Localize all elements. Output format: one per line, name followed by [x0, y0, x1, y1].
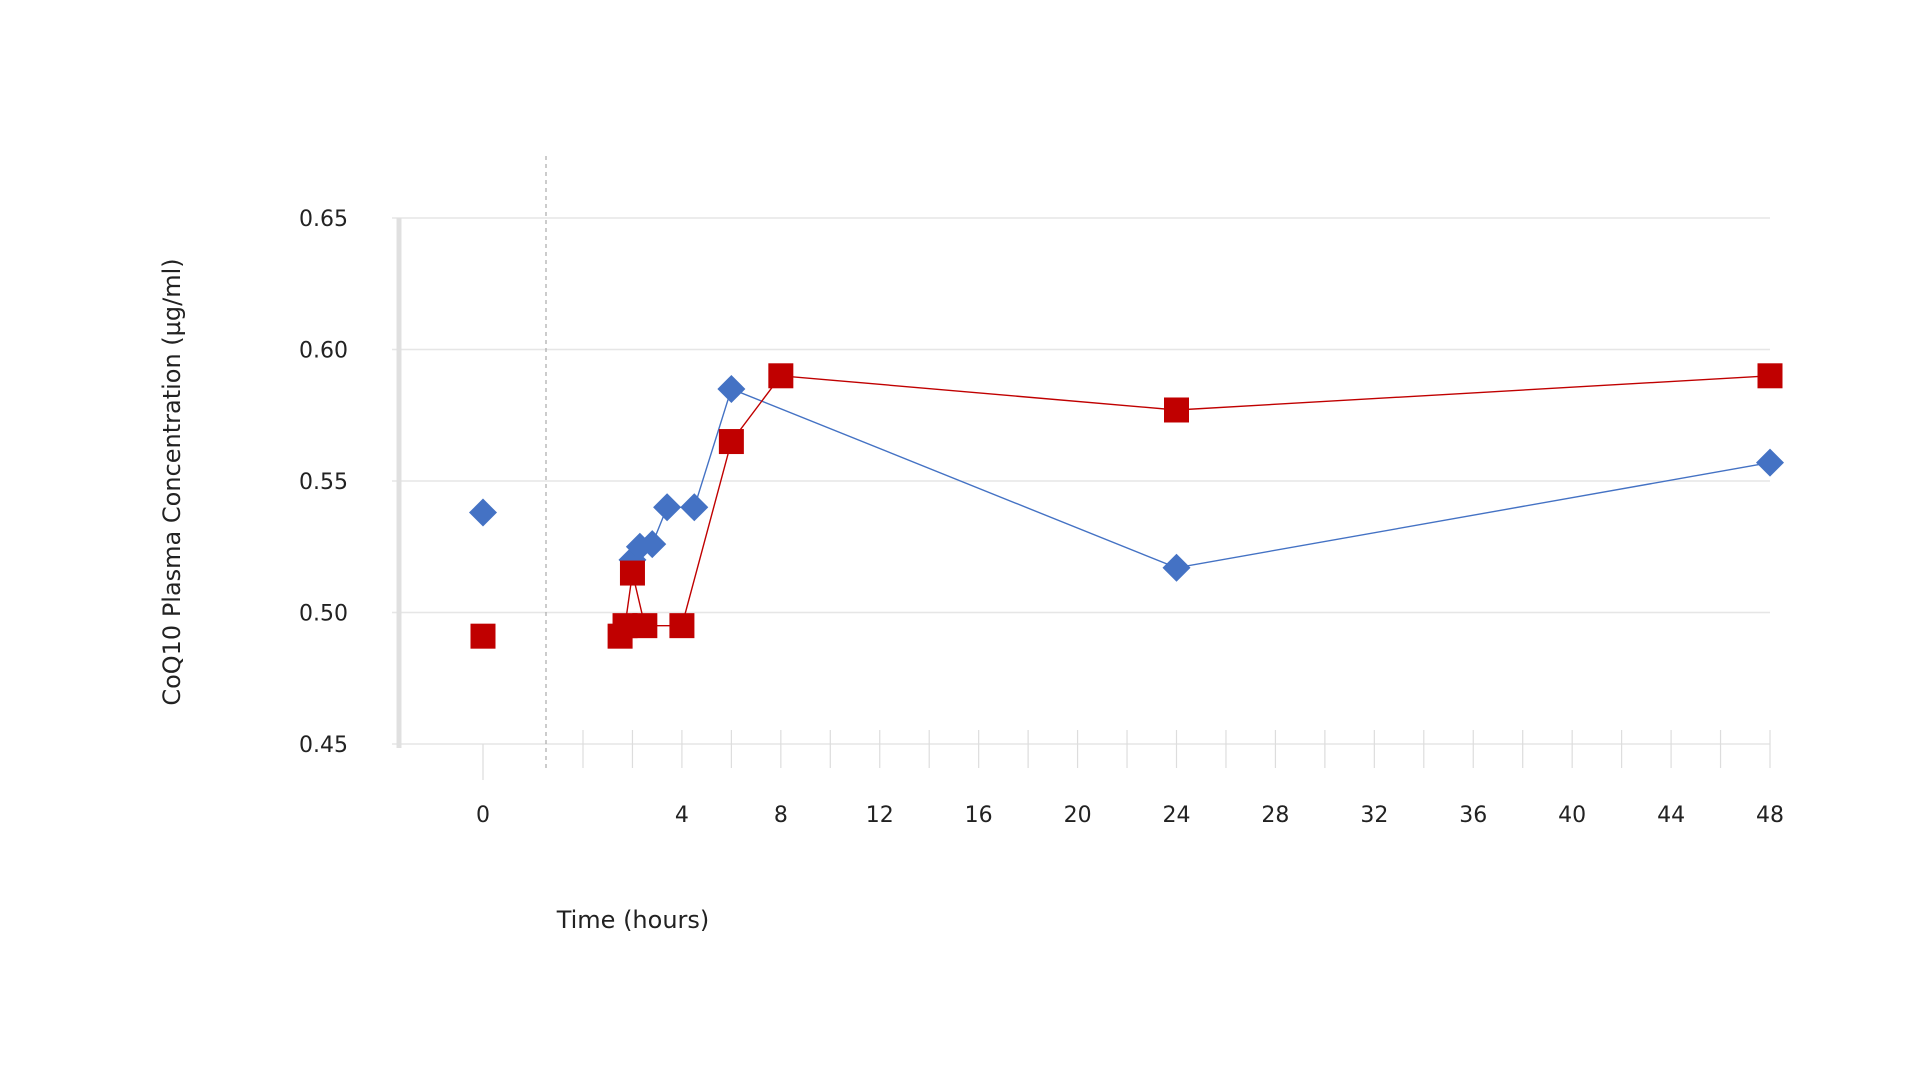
x-tick-label: 24	[1163, 803, 1191, 828]
x-tick-label: 0	[476, 803, 490, 828]
series-2-point	[619, 560, 645, 586]
series-layer	[469, 363, 1784, 649]
series-1-point	[1756, 448, 1784, 477]
x-tick-label: 16	[965, 803, 993, 828]
series-2-point	[1164, 397, 1189, 423]
series-1-point	[680, 493, 709, 522]
x-tick-label: 28	[1261, 803, 1289, 828]
y-axis-title: CoQ10 Plasma Concentration (µg/ml)	[158, 258, 186, 705]
series-1-point	[638, 530, 667, 559]
x-tick-label: 20	[1064, 803, 1092, 828]
x-tick-label: 4	[675, 803, 689, 828]
series-line-1	[631, 388, 1771, 569]
series-2-point	[669, 613, 695, 639]
series-1-point	[653, 493, 682, 522]
x-tick-label: 48	[1756, 803, 1784, 828]
y-tick-label: 0.50	[299, 602, 348, 627]
axis-layer	[396, 156, 1771, 780]
x-tick-label: 32	[1360, 803, 1388, 828]
x-tick-label: 12	[866, 803, 894, 828]
x-tick-label: 8	[774, 803, 788, 828]
series-2-point	[1757, 363, 1783, 389]
series-2-point	[768, 363, 794, 389]
series-1-point	[1162, 553, 1191, 582]
x-tick-label: 44	[1657, 803, 1685, 828]
series-1-point	[717, 374, 746, 403]
y-tick-label: 0.60	[299, 339, 348, 364]
x-tick-label: 36	[1459, 803, 1487, 828]
y-tick-label: 0.45	[299, 733, 348, 758]
x-tick-label: 40	[1558, 803, 1586, 828]
series-1-baseline-point	[469, 498, 497, 527]
series-2-baseline-point	[470, 623, 496, 649]
x-axis-title: Time (hours)	[556, 906, 710, 934]
series-line-2	[619, 375, 1771, 637]
y-tick-label: 0.65	[299, 207, 348, 232]
series-2-point	[718, 429, 744, 455]
series-2-point	[632, 613, 658, 639]
grid-layer	[392, 217, 1770, 745]
y-tick-label: 0.55	[299, 470, 348, 495]
label-layer: 0.450.500.550.600.650 4 8 12 16 20 24 28 32 36 40 4…	[299, 207, 1784, 828]
